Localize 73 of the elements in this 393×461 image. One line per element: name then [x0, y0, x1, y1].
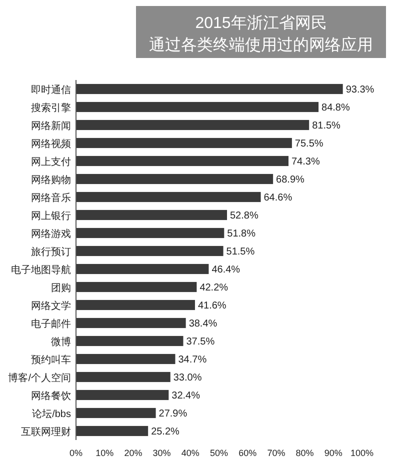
data-label: 75.5%: [294, 138, 324, 150]
data-label: 93.3%: [346, 84, 374, 96]
y-tick-label: 搜索引擎: [31, 102, 71, 114]
y-tick-label: 网络新闻: [31, 120, 71, 132]
data-label: 32.4%: [172, 390, 200, 402]
y-tick-label: 团购: [51, 283, 71, 294]
y-tick-label: 电子地图导航: [11, 264, 71, 276]
bar: [76, 192, 261, 202]
data-label: 51.5%: [226, 246, 255, 258]
data-label: 46.4%: [212, 264, 240, 276]
data-label: 68.9%: [276, 174, 305, 186]
data-label: 38.4%: [188, 318, 218, 330]
y-tick-label: 网络文学: [31, 300, 71, 312]
data-label: 42.2%: [200, 282, 228, 294]
x-tick-label: 90%: [324, 448, 342, 458]
x-tick-label: 70%: [267, 448, 286, 458]
y-tick-label: 预约叫车: [31, 354, 71, 366]
chart-subtitle: 通过各类终端使用过的网络应用: [149, 36, 373, 54]
x-tick-label: 20%: [124, 448, 142, 458]
bar: [76, 120, 310, 130]
bar: [76, 426, 148, 436]
data-label: 37.5%: [186, 336, 215, 348]
y-tick-label: 即时通信: [31, 84, 71, 96]
y-tick-label: 网络餐饮: [31, 390, 71, 402]
data-label: 74.3%: [292, 156, 320, 168]
x-tick-label: 40%: [181, 448, 200, 458]
bar: [76, 246, 224, 256]
bar: [76, 372, 170, 382]
y-tick-label: 网络游戏: [31, 228, 71, 240]
bar: [76, 390, 169, 400]
bar: [76, 138, 292, 148]
data-label: 41.6%: [198, 300, 226, 312]
data-label: 25.2%: [151, 426, 180, 438]
x-tick-label: 30%: [152, 448, 171, 458]
data-label: 33.0%: [173, 372, 202, 384]
data-label: 34.7%: [178, 354, 207, 366]
x-tick-label: 0%: [69, 448, 83, 458]
bar: [76, 210, 228, 220]
x-tick-label: 80%: [296, 448, 314, 458]
bar: [76, 102, 319, 112]
y-tick-label: 旅行预订: [31, 246, 71, 258]
y-tick-label: 网络购物: [31, 174, 71, 186]
data-label: 84.8%: [322, 102, 350, 114]
data-label: 27.9%: [158, 408, 188, 420]
y-tick-label: 网上支付: [31, 156, 71, 168]
x-tick-label: 50%: [210, 448, 228, 458]
bar: [76, 318, 186, 328]
y-tick-label: 网络视频: [31, 138, 71, 150]
y-tick-label: 电子邮件: [31, 318, 71, 330]
chart-title: 2015年浙江省网民: [195, 14, 327, 32]
bar: [76, 156, 288, 166]
bar: [76, 228, 224, 238]
y-tick-label: 互联网理财: [21, 426, 71, 438]
bar: [76, 264, 209, 274]
y-tick-label: 网上银行: [31, 210, 71, 222]
x-tick-label: 10%: [96, 448, 114, 458]
bar: [76, 84, 343, 94]
y-tick-label: 网络音乐: [31, 192, 71, 204]
x-tick-label: 60%: [238, 448, 257, 458]
bar: [76, 336, 184, 346]
y-tick-label: 论坛/bbs: [32, 408, 71, 420]
y-tick-label: 微博: [51, 336, 71, 348]
bar: [76, 174, 274, 184]
data-label: 64.6%: [264, 192, 292, 204]
data-label: 51.8%: [227, 228, 256, 240]
data-label: 52.8%: [230, 210, 258, 222]
bar: [76, 282, 197, 292]
x-tick-label: 100%: [350, 448, 374, 458]
y-tick-label: 博客/个人空间: [8, 372, 71, 384]
data-label: 81.5%: [312, 120, 341, 132]
bar: [76, 408, 156, 418]
bar: [76, 300, 195, 310]
bar: [76, 354, 176, 364]
